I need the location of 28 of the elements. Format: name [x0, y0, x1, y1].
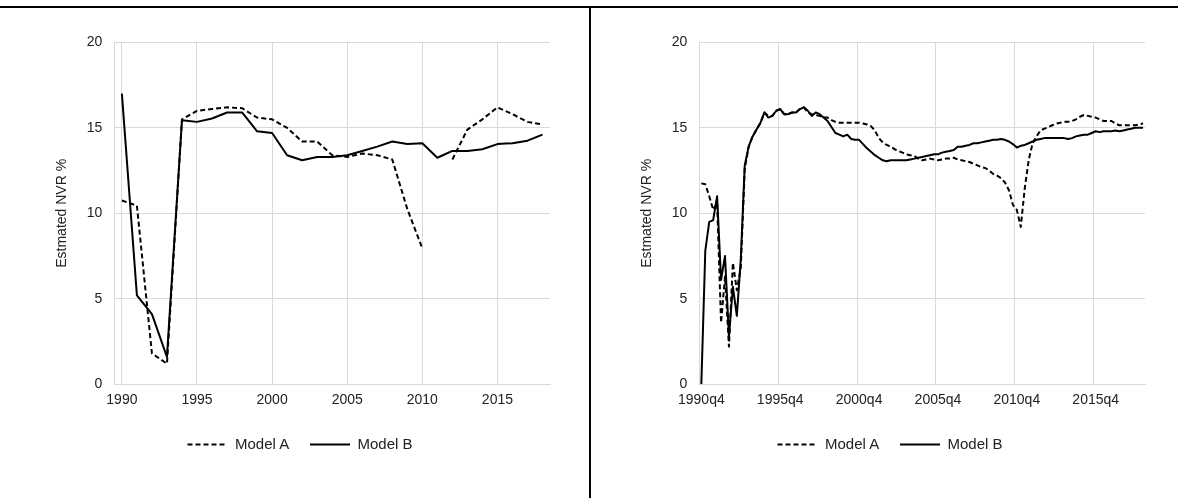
legend-label: Model B [947, 434, 1003, 452]
x-tick-label: 1990 [106, 391, 138, 408]
x-tick-label: 2010 [406, 391, 439, 408]
y-tick-label: 0 [679, 375, 688, 392]
x-tick-label: 2000q4 [835, 391, 883, 408]
y-tick-label: 0 [94, 375, 103, 392]
x-tick-label: 2005 [331, 391, 363, 408]
y-tick-label: 10 [86, 204, 103, 221]
y-tick-label: 15 [86, 118, 103, 135]
x-tick-label: 2000 [256, 391, 288, 408]
y-tick-label: 15 [671, 118, 688, 135]
legend-label: Model A [824, 434, 880, 452]
x-tick-label: 1990q4 [677, 391, 725, 408]
y-tick-label: 20 [671, 33, 688, 50]
legend-label: Model A [234, 434, 290, 452]
x-tick-label: 2005q4 [914, 391, 962, 408]
x-tick-label: 1995 [181, 391, 213, 408]
y-axis-title: Estmated NVR % [53, 158, 70, 268]
y-tick-label: 5 [679, 289, 688, 306]
legend-label: Model B [357, 434, 413, 452]
x-tick-label: 2015q4 [1072, 391, 1120, 408]
y-axis-title: Estmated NVR % [638, 158, 655, 268]
y-tick-label: 10 [671, 204, 688, 221]
x-tick-label: 1995q4 [756, 391, 804, 408]
x-tick-label: 2010q4 [993, 391, 1041, 408]
x-tick-label: 2015 [481, 391, 514, 408]
y-tick-label: 5 [94, 289, 103, 306]
y-tick-label: 20 [86, 33, 103, 50]
